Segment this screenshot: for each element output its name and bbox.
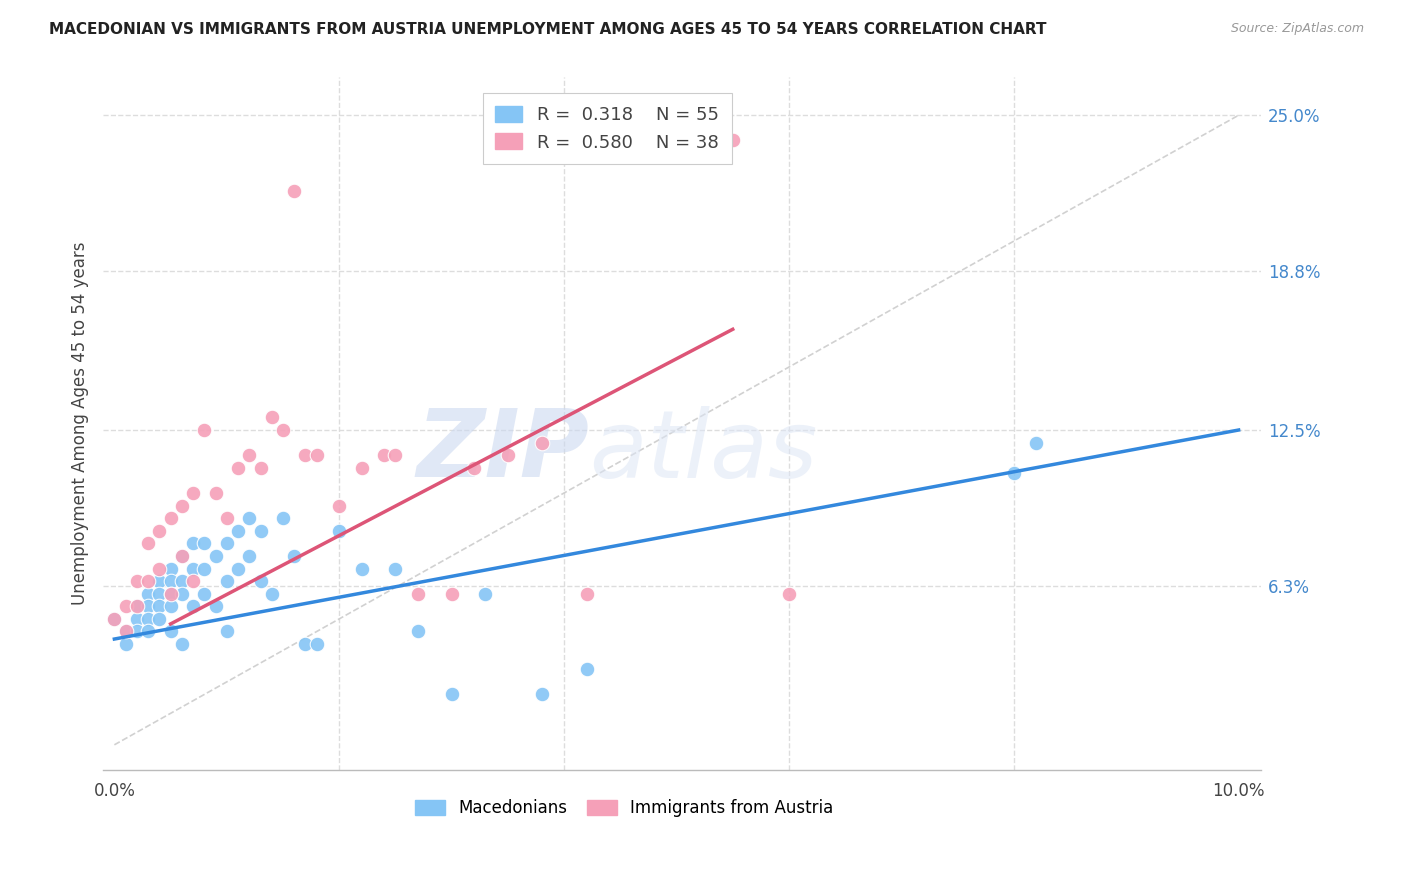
Point (170, 637, 193, 651)
Point (136, 624, 159, 639)
Point (204, 486, 226, 500)
Point (384, 448, 406, 462)
Point (305, 448, 328, 462)
Point (170, 574, 193, 588)
Point (260, 587, 283, 601)
Point (328, 499, 350, 513)
Point (136, 574, 159, 588)
Point (440, 688, 463, 702)
Point (204, 599, 226, 614)
Point (238, 511, 260, 525)
Point (159, 511, 181, 525)
Point (125, 599, 148, 614)
Point (114, 624, 136, 639)
Point (778, 587, 800, 601)
Point (148, 599, 170, 614)
Point (170, 587, 193, 601)
Text: atlas: atlas (589, 406, 818, 497)
Point (125, 574, 148, 588)
Point (238, 549, 260, 563)
Point (181, 536, 204, 550)
Text: ZIP: ZIP (416, 406, 589, 498)
Point (350, 460, 373, 475)
Point (136, 587, 159, 601)
Point (215, 511, 238, 525)
Point (193, 423, 215, 437)
Point (159, 599, 181, 614)
Point (328, 524, 350, 538)
Point (193, 587, 215, 601)
Point (463, 460, 485, 475)
Point (249, 524, 271, 538)
Point (215, 536, 238, 550)
Point (575, 662, 598, 676)
Point (226, 460, 249, 475)
Point (294, 448, 316, 462)
Point (181, 486, 204, 500)
Point (103, 612, 125, 626)
Point (283, 184, 305, 198)
Point (283, 549, 305, 563)
Point (215, 624, 238, 639)
Point (125, 599, 148, 614)
Point (170, 549, 193, 563)
Point (148, 524, 170, 538)
Point (226, 561, 249, 575)
Point (159, 574, 181, 588)
Point (159, 587, 181, 601)
Text: MACEDONIAN VS IMMIGRANTS FROM AUSTRIA UNEMPLOYMENT AMONG AGES 45 TO 54 YEARS COR: MACEDONIAN VS IMMIGRANTS FROM AUSTRIA UN… (49, 22, 1046, 37)
Point (406, 587, 429, 601)
Point (373, 448, 395, 462)
Text: Source: ZipAtlas.com: Source: ZipAtlas.com (1230, 22, 1364, 36)
Point (215, 574, 238, 588)
Point (260, 410, 283, 425)
Point (159, 561, 181, 575)
Point (294, 637, 316, 651)
Legend: Macedonians, Immigrants from Austria: Macedonians, Immigrants from Austria (408, 793, 841, 824)
Point (350, 561, 373, 575)
Point (406, 624, 429, 639)
Point (125, 624, 148, 639)
Y-axis label: Unemployment Among Ages 45 to 54 years: Unemployment Among Ages 45 to 54 years (72, 242, 89, 606)
Point (440, 587, 463, 601)
Point (148, 574, 170, 588)
Point (136, 536, 159, 550)
Point (103, 612, 125, 626)
Point (305, 637, 328, 651)
Point (193, 561, 215, 575)
Point (204, 549, 226, 563)
Point (136, 612, 159, 626)
Point (249, 460, 271, 475)
Point (1002, 466, 1025, 480)
Point (159, 587, 181, 601)
Point (530, 688, 553, 702)
Point (271, 423, 294, 437)
Point (181, 574, 204, 588)
Point (271, 511, 294, 525)
Point (238, 448, 260, 462)
Point (148, 587, 170, 601)
Point (114, 599, 136, 614)
Point (181, 561, 204, 575)
Point (575, 587, 598, 601)
Point (193, 536, 215, 550)
Point (159, 624, 181, 639)
Point (384, 561, 406, 575)
Point (148, 612, 170, 626)
Point (136, 599, 159, 614)
Point (474, 587, 496, 601)
Point (721, 133, 744, 147)
Point (114, 637, 136, 651)
Point (496, 448, 519, 462)
Point (170, 549, 193, 563)
Point (181, 599, 204, 614)
Point (226, 524, 249, 538)
Point (114, 624, 136, 639)
Point (125, 612, 148, 626)
Point (249, 574, 271, 588)
Point (148, 561, 170, 575)
Point (1025, 435, 1047, 450)
Point (530, 435, 553, 450)
Point (170, 499, 193, 513)
